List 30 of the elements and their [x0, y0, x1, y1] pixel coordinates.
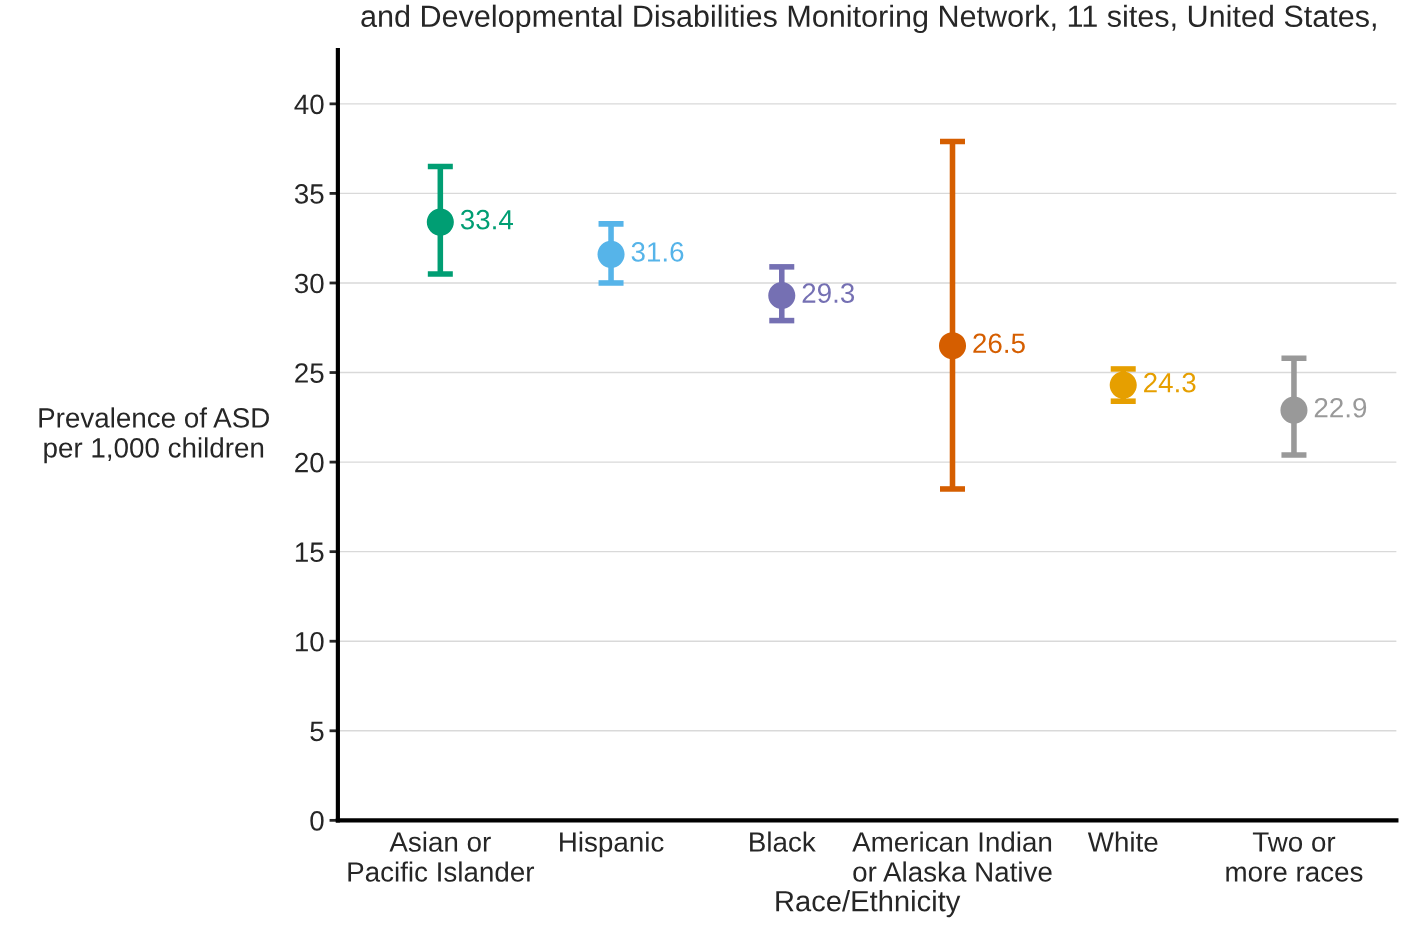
- y-tick-label: 30: [294, 273, 324, 294]
- chart-title: and Developmental Disabilities Monitoring Network, 11 sites, United States,: [361, 4, 1376, 34]
- x-tick-label: Two or more races: [1226, 832, 1363, 882]
- y-tick-label: 35: [294, 184, 324, 204]
- x-tick-label: White: [1087, 831, 1158, 852]
- x-axis-title: Race/Ethnicity: [776, 890, 961, 918]
- point: [426, 208, 454, 236]
- point: [768, 281, 796, 310]
- y-axis-title: Prevalence of ASD per 1,000 children: [39, 407, 269, 464]
- y-tick-label: 40: [294, 94, 324, 115]
- data-label: 24.3: [1144, 372, 1196, 393]
- data-label: 29.3: [802, 283, 855, 303]
- x-tick-label: American Indian or Alaska Native: [852, 831, 1052, 882]
- data-label: 22.9: [1314, 397, 1367, 418]
- point: [1280, 396, 1308, 424]
- y-tick-label: 10: [295, 631, 324, 652]
- x-tick-label: Hispanic: [560, 831, 664, 858]
- y-tick-label: 15: [295, 542, 324, 562]
- y-tick-label: 0: [310, 811, 324, 831]
- x-tick-label: Asian or Pacific Islander: [348, 831, 535, 882]
- data-label: 31.6: [631, 242, 684, 262]
- y-tick-label: 25: [295, 363, 324, 383]
- point: [597, 240, 625, 268]
- data-label: 26.5: [973, 333, 1025, 354]
- y-tick-label: 5: [310, 721, 324, 742]
- point: [1109, 371, 1137, 399]
- y-tick-label: 20: [295, 452, 324, 473]
- data-label: 33.4: [460, 209, 514, 230]
- point: [938, 332, 967, 360]
- x-tick-label: Black: [750, 831, 816, 852]
